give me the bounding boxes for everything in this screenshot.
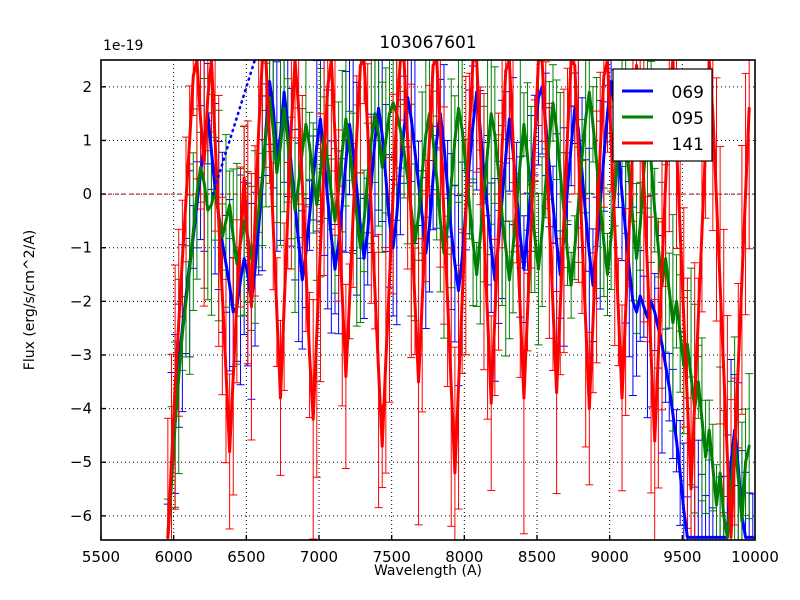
y-axis-label: Flux (erg/s/cm^2/A): [22, 230, 38, 370]
x-tick-label: 8000: [445, 548, 483, 566]
legend[interactable]: 069 095 141: [612, 68, 713, 162]
y-tick-label: 2: [82, 78, 92, 96]
x-tick-label: 6500: [227, 548, 265, 566]
y-tick-label: −5: [70, 453, 92, 471]
y-tick-label: −1: [70, 239, 92, 257]
y-tick-label: −4: [70, 400, 92, 418]
legend-label-141[interactable]: 141: [672, 135, 704, 155]
y-tick-label: 0: [82, 185, 92, 203]
x-tick-label: 7000: [300, 548, 338, 566]
data-series: [166, 60, 755, 539]
y-tick-label: −3: [70, 346, 92, 364]
x-tick-label: 6000: [155, 548, 193, 566]
x-tick-label: 10000: [731, 548, 779, 566]
y-tick-label: −6: [70, 507, 92, 525]
x-axis-label: Wavelength (A): [374, 563, 482, 579]
x-tick-label: 5500: [82, 548, 120, 566]
x-tick-label: 9000: [591, 548, 629, 566]
dotted-trend-line: [211, 60, 257, 196]
series-line-141: [166, 60, 751, 539]
y-tick-label: 1: [82, 131, 92, 149]
legend-label-069[interactable]: 069: [672, 83, 704, 103]
y-axis-ticks: −6 −5 −4 −3 −2 −1 0 1 2: [70, 78, 106, 525]
series-line-095: [166, 90, 751, 539]
dotted-annotation-segment: [211, 60, 257, 196]
y-tick-label: −2: [70, 292, 92, 310]
chart-title: 103067601: [379, 33, 476, 53]
x-tick-label: 9500: [663, 548, 701, 566]
x-axis-ticks: 5500 6000 6500 7000 7500 8000 8500 9000 9500 1000…: [82, 535, 779, 566]
x-tick-label: 8500: [518, 548, 556, 566]
y-axis-offset-label: 1e-19: [103, 38, 143, 54]
axes-frame: [100, 59, 756, 541]
x-tick-label: 7500: [373, 548, 411, 566]
legend-label-095[interactable]: 095: [672, 109, 704, 129]
legend-box: [612, 68, 713, 162]
